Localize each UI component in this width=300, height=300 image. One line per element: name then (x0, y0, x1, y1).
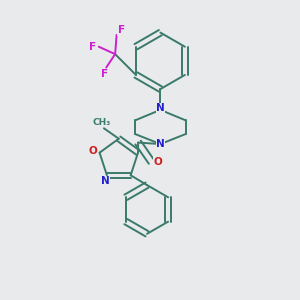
Text: F: F (118, 26, 125, 35)
Text: F: F (89, 42, 96, 52)
Text: O: O (89, 146, 98, 156)
Text: N: N (101, 176, 110, 186)
Text: O: O (154, 157, 162, 167)
Text: F: F (101, 69, 108, 79)
Text: CH₃: CH₃ (92, 118, 111, 127)
Text: N: N (156, 139, 165, 149)
Text: N: N (156, 103, 165, 113)
